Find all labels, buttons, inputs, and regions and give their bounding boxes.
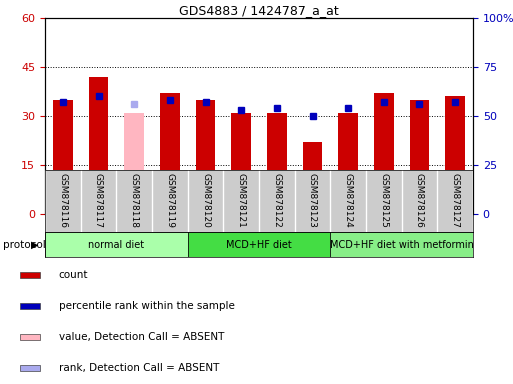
Text: protocol: protocol [3,240,45,250]
Text: GSM878118: GSM878118 [130,173,139,228]
Text: GSM878123: GSM878123 [308,173,317,228]
Text: ▶: ▶ [31,240,38,250]
Bar [160,93,180,214]
Bar [374,93,393,214]
Bar [195,100,215,214]
Bar [89,77,108,214]
Bar [330,232,473,257]
Text: count: count [59,270,88,280]
Text: GSM878121: GSM878121 [236,173,246,228]
Text: GSM878125: GSM878125 [379,173,388,228]
Text: percentile rank within the sample: percentile rank within the sample [59,301,234,311]
Bar [410,100,429,214]
Bar [20,366,41,371]
Text: MCD+HF diet: MCD+HF diet [226,240,292,250]
Text: GSM878117: GSM878117 [94,173,103,228]
Bar [20,272,41,278]
Text: GSM878124: GSM878124 [344,173,352,228]
Text: value, Detection Call = ABSENT: value, Detection Call = ABSENT [59,332,224,342]
Text: GSM878127: GSM878127 [450,173,460,228]
Bar [20,303,41,309]
Text: MCD+HF diet with metformin: MCD+HF diet with metformin [330,240,473,250]
Bar [339,113,358,214]
Bar [124,113,144,214]
Text: GSM878126: GSM878126 [415,173,424,228]
Bar [53,100,73,214]
Text: GSM878119: GSM878119 [165,173,174,228]
Bar [231,113,251,214]
Text: normal diet: normal diet [88,240,144,250]
Bar [188,232,330,257]
Bar [445,96,465,214]
Bar [20,334,41,340]
Bar [303,142,322,214]
Bar [45,232,188,257]
Text: rank, Detection Call = ABSENT: rank, Detection Call = ABSENT [59,363,219,373]
Title: GDS4883 / 1424787_a_at: GDS4883 / 1424787_a_at [179,4,339,17]
Bar [267,113,287,214]
Text: GSM878116: GSM878116 [58,173,67,228]
Text: GSM878122: GSM878122 [272,173,281,228]
Text: GSM878120: GSM878120 [201,173,210,228]
